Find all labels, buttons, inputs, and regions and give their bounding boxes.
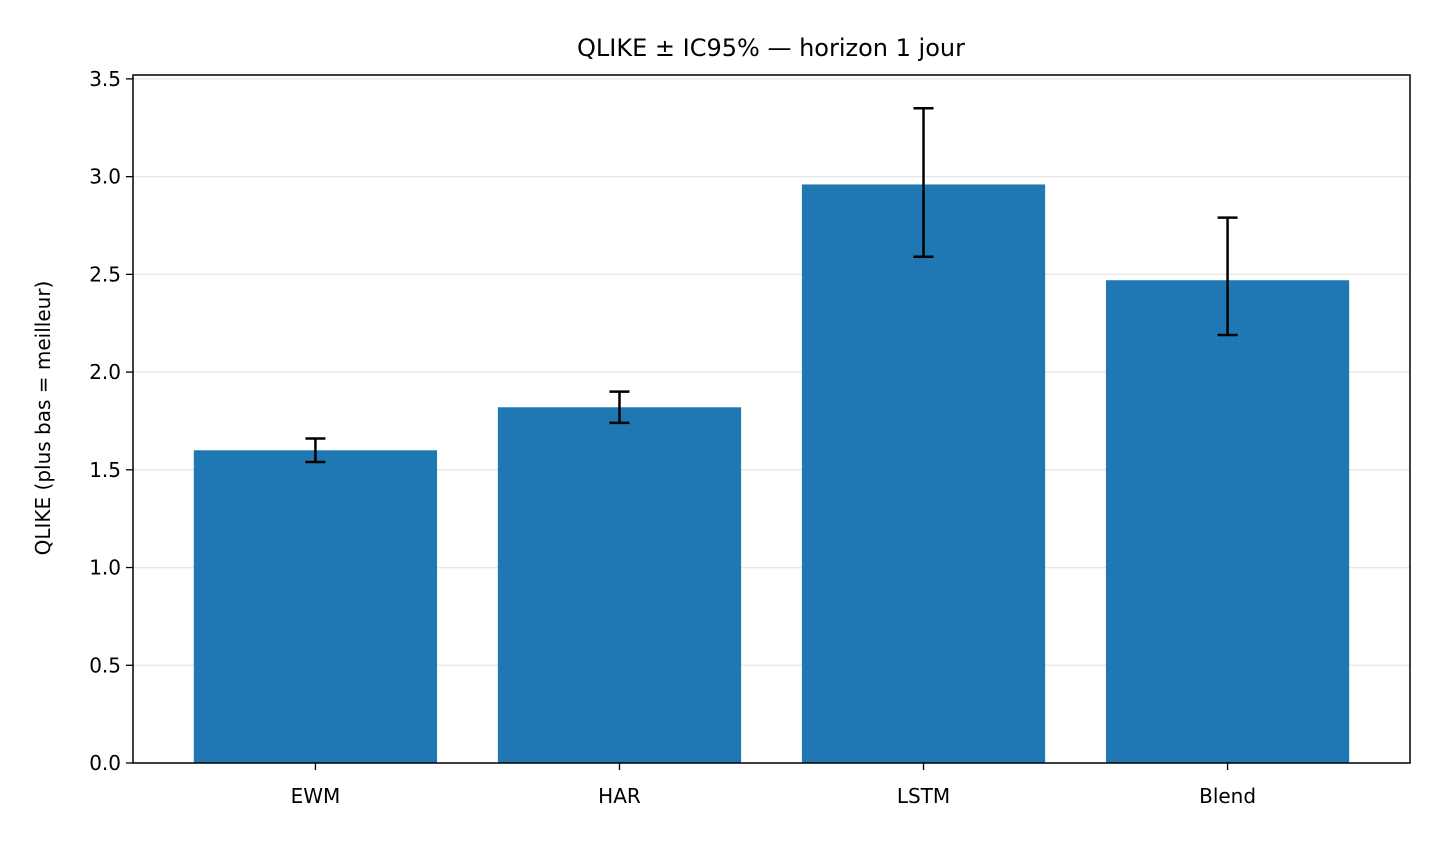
y-tick-label: 3.5 <box>89 67 121 91</box>
y-tick-label: 1.0 <box>89 556 121 580</box>
y-tick-label: 0.5 <box>89 653 121 677</box>
bar-har <box>497 407 742 763</box>
y-axis-label: QLIKE (plus bas = meilleur) <box>31 281 55 556</box>
y-tick-label: 2.0 <box>89 360 121 384</box>
plot-frame <box>132 74 1411 764</box>
error-bars <box>305 106 1238 464</box>
bars <box>193 184 1350 764</box>
y-tick-label: 3.0 <box>89 165 121 189</box>
x-tick-label: HAR <box>598 784 641 808</box>
chart-title: QLIKE ± IC95% — horizon 1 jour <box>577 34 965 62</box>
y-tick-label: 1.5 <box>89 458 121 482</box>
y-axis-ticks: 0.0 0.5 1.0 1.5 2.0 2.5 3.0 3.5 <box>89 67 133 775</box>
x-axis-ticks: EWM HAR LSTM Blend <box>291 763 1256 808</box>
y-tick-label: 0.0 <box>89 751 121 775</box>
x-tick-label: EWM <box>291 784 341 808</box>
bar-ewm <box>193 450 438 763</box>
y-tick-label: 2.5 <box>89 262 121 286</box>
bar-lstm <box>801 184 1046 764</box>
x-tick-label: Blend <box>1199 784 1256 808</box>
x-tick-label: LSTM <box>897 784 950 808</box>
bar-blend <box>1105 280 1350 763</box>
